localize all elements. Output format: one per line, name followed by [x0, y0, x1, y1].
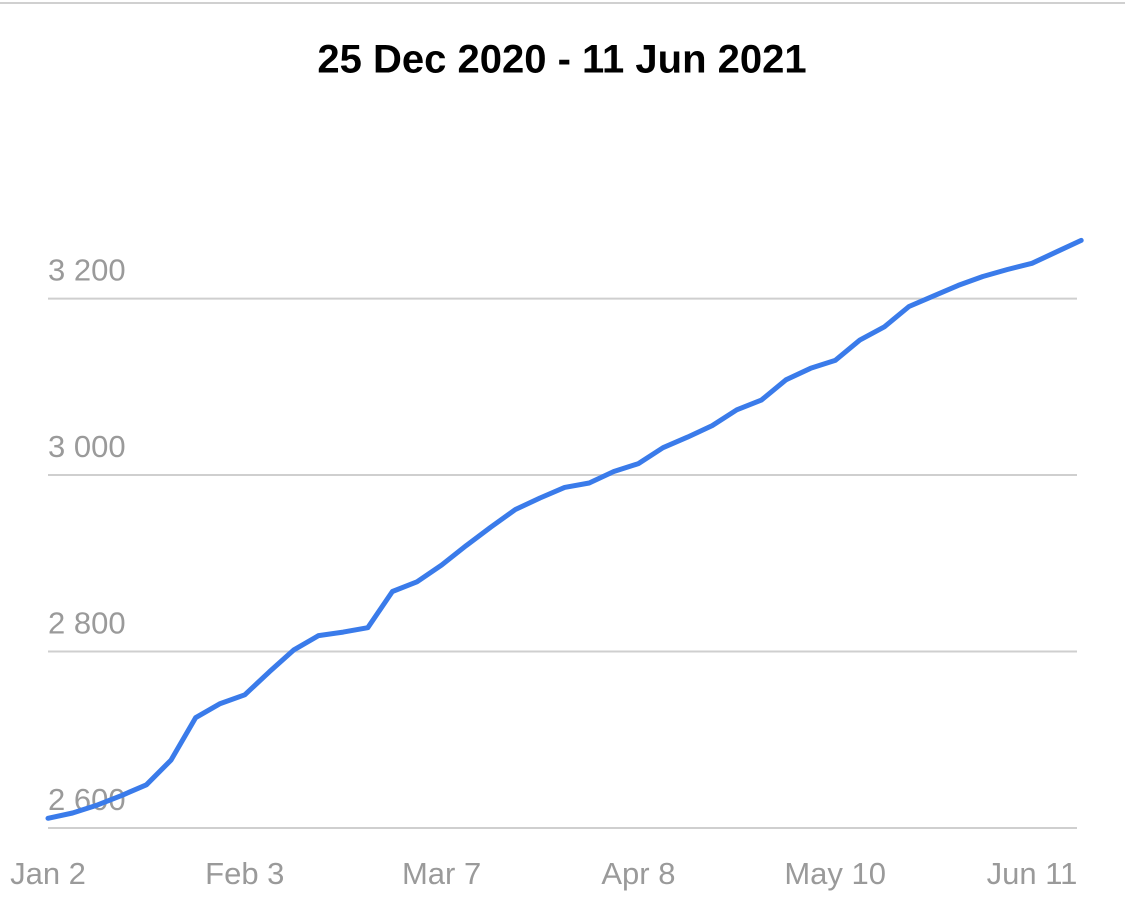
x-tick-label: Mar 7: [402, 856, 481, 891]
data-line: [45, 237, 1084, 821]
x-tick-label: Jun 11: [987, 856, 1078, 891]
x-tick-label: Jan 2: [10, 856, 86, 891]
y-tick-label: 3 000: [48, 429, 126, 464]
x-tick-label: Feb 3: [205, 856, 284, 891]
y-tick-label: 3 200: [48, 253, 126, 288]
x-tick-label: May 10: [784, 856, 886, 891]
chart-title: 25 Dec 2020 - 11 Jun 2021: [317, 38, 806, 82]
x-tick-label: Apr 8: [601, 856, 675, 891]
y-tick-label: 2 800: [48, 606, 126, 641]
